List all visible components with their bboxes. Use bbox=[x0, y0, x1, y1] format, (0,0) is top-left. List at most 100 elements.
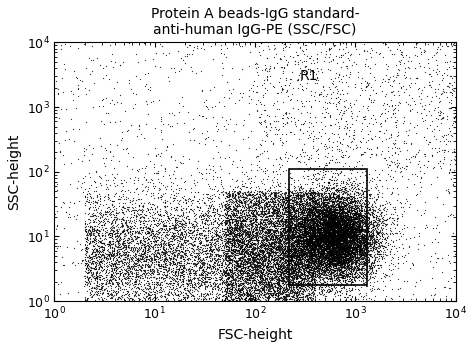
Point bbox=[234, 260, 242, 266]
Point bbox=[264, 252, 272, 258]
Point bbox=[308, 241, 316, 246]
Point bbox=[344, 188, 351, 194]
Point bbox=[317, 237, 325, 242]
Point bbox=[350, 239, 358, 245]
Point bbox=[316, 213, 323, 218]
Point bbox=[368, 268, 376, 273]
Point bbox=[379, 103, 387, 108]
Point bbox=[360, 246, 368, 252]
Point bbox=[321, 246, 329, 251]
Point bbox=[336, 240, 343, 246]
Point bbox=[342, 273, 349, 278]
Point bbox=[201, 235, 209, 241]
Point bbox=[310, 235, 318, 240]
Point bbox=[344, 243, 351, 249]
Point bbox=[352, 216, 359, 222]
Point bbox=[290, 234, 298, 239]
Point bbox=[388, 145, 396, 151]
Point bbox=[299, 216, 306, 222]
Point bbox=[190, 284, 198, 290]
Point bbox=[186, 274, 194, 280]
Point bbox=[346, 263, 354, 269]
Point bbox=[320, 255, 328, 261]
Point bbox=[281, 294, 289, 299]
Point bbox=[308, 260, 315, 265]
Point bbox=[330, 258, 338, 263]
Point bbox=[111, 219, 118, 224]
Point bbox=[338, 226, 346, 232]
Point bbox=[332, 171, 339, 176]
Point bbox=[276, 222, 284, 227]
Point bbox=[325, 255, 332, 260]
Point bbox=[363, 221, 371, 227]
Point bbox=[173, 262, 180, 268]
Point bbox=[165, 267, 173, 272]
Point bbox=[166, 281, 173, 287]
Point bbox=[295, 247, 302, 253]
Point bbox=[178, 222, 186, 228]
Point bbox=[107, 263, 115, 269]
Point bbox=[284, 272, 292, 277]
Point bbox=[337, 247, 345, 252]
Point bbox=[371, 243, 378, 248]
Point bbox=[149, 192, 156, 198]
Point bbox=[252, 273, 259, 278]
Point bbox=[84, 229, 91, 235]
Point bbox=[318, 235, 325, 240]
Point bbox=[246, 273, 254, 279]
Point bbox=[329, 230, 337, 236]
Point bbox=[237, 238, 244, 243]
Point bbox=[251, 270, 259, 276]
Point bbox=[370, 260, 377, 266]
Point bbox=[228, 247, 236, 253]
Point bbox=[103, 264, 111, 269]
Point bbox=[360, 237, 367, 243]
Point bbox=[221, 298, 229, 303]
Point bbox=[315, 260, 322, 266]
Point bbox=[319, 221, 327, 227]
Point bbox=[204, 242, 211, 248]
Point bbox=[341, 280, 349, 285]
Point bbox=[310, 216, 318, 222]
Point bbox=[381, 78, 388, 83]
Point bbox=[392, 120, 400, 125]
Point bbox=[310, 226, 317, 232]
Point bbox=[336, 204, 344, 209]
Point bbox=[292, 198, 300, 203]
Point bbox=[146, 213, 154, 219]
Point bbox=[297, 224, 304, 230]
Point bbox=[313, 251, 320, 257]
Point bbox=[247, 269, 255, 275]
Point bbox=[283, 190, 290, 195]
Point bbox=[361, 239, 368, 244]
Point bbox=[327, 228, 335, 233]
Point bbox=[314, 248, 321, 254]
Point bbox=[316, 255, 324, 260]
Point bbox=[305, 190, 312, 195]
Point bbox=[169, 259, 176, 264]
Point bbox=[326, 232, 333, 238]
Point bbox=[365, 243, 373, 249]
Point bbox=[323, 243, 331, 249]
Point bbox=[284, 239, 292, 245]
Point bbox=[364, 245, 372, 250]
Point bbox=[292, 192, 300, 198]
Point bbox=[257, 189, 264, 195]
Point bbox=[320, 240, 328, 246]
Point bbox=[319, 206, 327, 212]
Point bbox=[348, 253, 356, 258]
Point bbox=[256, 263, 264, 268]
Point bbox=[316, 205, 324, 210]
Point bbox=[405, 92, 413, 98]
Point bbox=[221, 273, 229, 279]
Point bbox=[342, 248, 349, 253]
Point bbox=[170, 192, 178, 198]
Point bbox=[258, 238, 266, 243]
Point bbox=[315, 284, 322, 290]
Point bbox=[112, 255, 119, 261]
Point bbox=[293, 243, 301, 248]
Point bbox=[153, 238, 160, 244]
Point bbox=[270, 102, 277, 108]
Point bbox=[346, 235, 354, 240]
Point bbox=[331, 251, 338, 257]
